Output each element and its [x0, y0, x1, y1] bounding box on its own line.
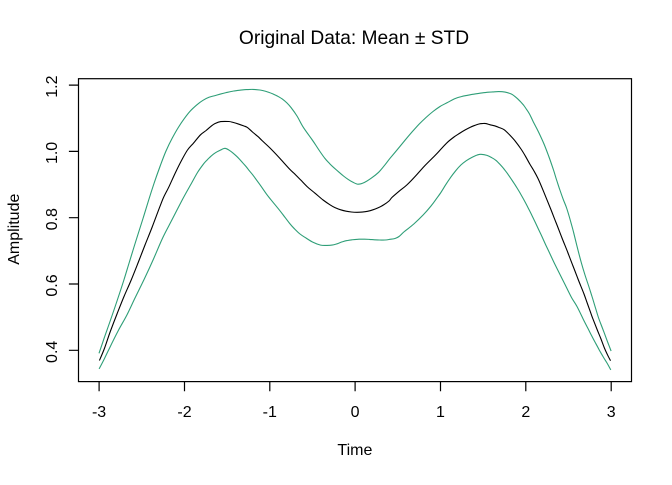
svg-text:-2: -2 [177, 404, 191, 421]
svg-text:0.8: 0.8 [44, 208, 61, 230]
svg-text:1.2: 1.2 [44, 75, 61, 97]
svg-text:-1: -1 [263, 404, 277, 421]
svg-text:3: 3 [607, 404, 616, 421]
svg-text:-3: -3 [92, 404, 106, 421]
svg-text:0.4: 0.4 [44, 341, 61, 363]
svg-text:Original Data: Mean ± STD: Original Data: Mean ± STD [239, 28, 469, 49]
svg-text:2: 2 [521, 404, 530, 421]
svg-text:1.0: 1.0 [44, 142, 61, 164]
svg-text:0.6: 0.6 [44, 274, 61, 296]
svg-text:Time: Time [337, 442, 372, 459]
svg-text:0: 0 [351, 404, 360, 421]
svg-text:1: 1 [436, 404, 445, 421]
svg-text:Amplitude: Amplitude [6, 194, 23, 265]
